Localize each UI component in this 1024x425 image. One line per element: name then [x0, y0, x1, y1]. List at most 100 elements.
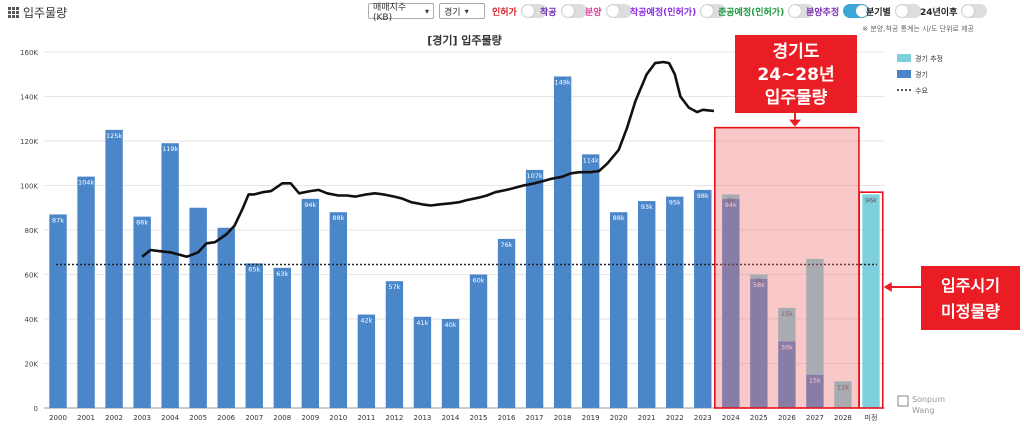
- toggle-label: 인허가: [492, 7, 517, 18]
- bar-경기: [694, 189, 712, 408]
- bar-경기: [105, 129, 123, 408]
- watermark-logo-icon: [897, 395, 909, 407]
- bar-경기: [497, 238, 516, 408]
- bar-경기: [441, 319, 460, 408]
- index-select[interactable]: 매매지수(KB) ▾: [368, 3, 434, 23]
- bar-label: 94k: [304, 201, 316, 209]
- footnote: ※ 분양,착공 통계는 시/도 단위로 제공: [862, 25, 974, 33]
- app-header: 입주물량: [8, 4, 67, 21]
- y-tick-label: 140K: [20, 94, 38, 102]
- bar-경기: [469, 274, 488, 408]
- x-tick-label: 미정: [865, 413, 878, 422]
- bar-경기-추정: [778, 307, 796, 342]
- bar-label: 98k: [697, 192, 709, 200]
- toggle-switch[interactable]: [843, 4, 870, 18]
- bar-경기: [301, 198, 320, 408]
- chart-title: [경기] 입주물량: [427, 33, 502, 47]
- toggle-label: 준공예정(인허가): [718, 7, 785, 18]
- x-tick-label: 2022: [666, 414, 684, 422]
- bar-경기: [385, 281, 404, 408]
- price-index-line: [141, 60, 715, 258]
- bar-경기: [413, 316, 432, 408]
- grid-menu-icon[interactable]: [8, 7, 19, 18]
- x-tick-label: 2027: [806, 414, 824, 422]
- x-tick-label: 2017: [526, 414, 544, 422]
- callout-text: 입주시기: [941, 276, 1000, 295]
- bar-경기: [245, 263, 263, 408]
- toggle-3[interactable]: 분양: [585, 4, 632, 18]
- bar-경기: [750, 278, 768, 408]
- x-tick-label: 2024: [722, 414, 740, 422]
- bar-경기: [722, 198, 740, 408]
- toggle-label: 분양추정: [806, 7, 840, 18]
- x-tick-label: 2007: [245, 414, 263, 422]
- toggle-2[interactable]: 착공: [540, 4, 587, 18]
- bar-경기: [217, 227, 235, 408]
- x-tick-label: 2021: [638, 414, 656, 422]
- bar-경기-추정: [722, 194, 740, 199]
- bar-label: 65k: [248, 265, 260, 273]
- bar-label: 76k: [501, 241, 513, 249]
- toggle-1[interactable]: 인허가: [492, 4, 547, 18]
- toggle-switch[interactable]: [605, 4, 632, 18]
- toggle-7[interactable]: 분기별: [866, 4, 921, 18]
- bar-경기-추정: [806, 258, 824, 375]
- toggle-switch[interactable]: [894, 4, 921, 18]
- toggle-switch[interactable]: [520, 4, 547, 18]
- legend-swatch: [897, 70, 911, 78]
- bar-label: 149k: [555, 78, 571, 86]
- y-tick-label: 80K: [25, 227, 39, 235]
- x-tick-label: 2001: [77, 414, 95, 422]
- bar-label: 107k: [526, 172, 542, 180]
- toggle-8[interactable]: 24년이후: [920, 4, 988, 18]
- y-tick-label: 0: [34, 405, 38, 413]
- x-tick-label: 2026: [778, 414, 796, 422]
- bar-label: 2k: [755, 277, 763, 285]
- bar-label: 93k: [641, 203, 653, 211]
- bar-경기: [49, 214, 67, 408]
- callout-text: 미정물량: [941, 302, 1000, 321]
- x-tick-label: 2014: [442, 414, 460, 422]
- bar-label: 63k: [276, 270, 288, 278]
- toggle-4[interactable]: 착공예정(인허가): [630, 4, 727, 18]
- bar-label: 94k: [725, 201, 737, 209]
- bar-label: 125k: [106, 132, 122, 140]
- bar-label: 104k: [78, 179, 94, 187]
- y-tick-label: 20K: [25, 361, 39, 369]
- bar-label: 95k: [669, 199, 681, 207]
- region-select[interactable]: 경기 ▾: [439, 3, 485, 19]
- callout-text: 24~28년: [757, 65, 834, 85]
- legend-swatch: [897, 54, 911, 62]
- x-tick-label: 2004: [161, 414, 179, 422]
- bar-label: 2k: [727, 196, 735, 204]
- index-select-value: 매매지수(KB): [373, 2, 407, 23]
- highlight-box-undetermined: [858, 191, 884, 409]
- toggle-6[interactable]: 분양추정: [806, 4, 870, 18]
- toggle-switch[interactable]: [961, 4, 988, 18]
- bar-경기: [189, 207, 207, 408]
- callout-text: 경기도: [773, 42, 820, 62]
- toggle-switch[interactable]: [788, 4, 815, 18]
- legend-label: 수요: [915, 87, 928, 95]
- bar-label: 58k: [753, 281, 765, 289]
- toggle-label: 분양: [585, 7, 602, 18]
- bar-경기: [553, 76, 572, 408]
- bar-label: 15k: [809, 377, 821, 385]
- legend-label: 경기 추정: [915, 54, 943, 63]
- highlight-box-2024-2028: [713, 126, 860, 409]
- bar-label: 60k: [472, 277, 484, 285]
- watermark-text: Wang: [912, 406, 934, 415]
- x-tick-label: 2011: [357, 414, 375, 422]
- toggle-switch[interactable]: [700, 4, 727, 18]
- x-tick-label: 2016: [498, 414, 516, 422]
- x-tick-label: 2009: [301, 414, 319, 422]
- legend-label: 경기: [915, 70, 928, 79]
- bar-경기: [609, 212, 628, 408]
- toggle-switch[interactable]: [560, 4, 587, 18]
- callout-text: 입주물량: [765, 88, 828, 108]
- x-tick-label: 2015: [470, 414, 488, 422]
- bar-경기: [133, 216, 151, 408]
- bar-label: 96k: [865, 196, 877, 204]
- toggle-5[interactable]: 준공예정(인허가): [718, 4, 815, 18]
